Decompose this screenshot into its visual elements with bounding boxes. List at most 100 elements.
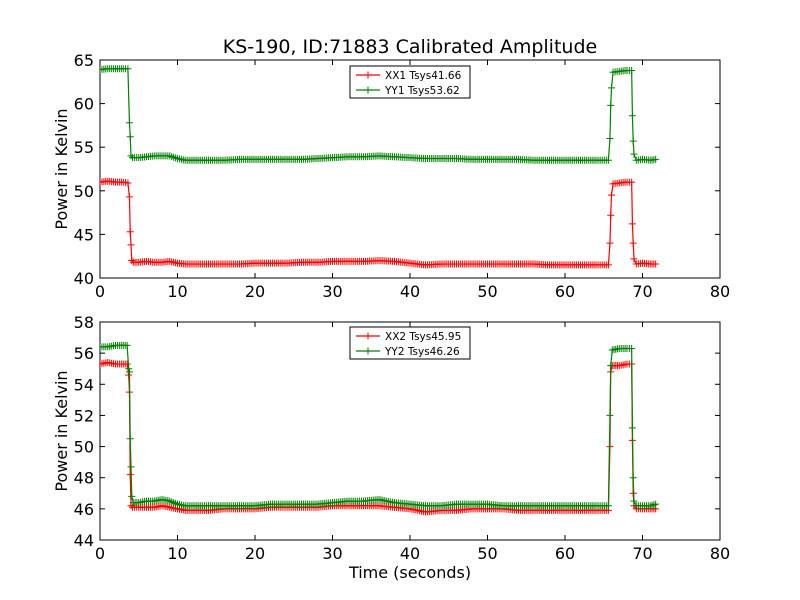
data-point (125, 371, 133, 379)
x-tick-label: 40 (400, 282, 420, 301)
legend-label: XX2 Tsys45.95 (385, 331, 461, 343)
legend: XX1 Tsys41.66 YY1 Tsys53.62 (349, 65, 471, 99)
y-tick-label: 65 (74, 51, 94, 70)
data-point (629, 239, 637, 247)
data-point (628, 220, 636, 228)
legend: XX2 Tsys45.95 YY2 Tsys46.26 (349, 326, 471, 360)
data-point (628, 178, 636, 186)
data-point (628, 112, 636, 120)
data-point (127, 241, 135, 249)
x-tick-label: 30 (322, 282, 342, 301)
legend-marker (364, 332, 372, 340)
top-panel: 0 10 20 30 40 50 60 70 80 40 45 50 55 60 65 Power in Ke… (52, 36, 730, 301)
y-tick-label: 55 (74, 138, 94, 157)
data-point (604, 502, 612, 510)
x-tick-label: 70 (632, 544, 652, 563)
data-point (604, 156, 612, 164)
data-point (125, 368, 133, 376)
data-point (646, 502, 654, 510)
series-yy (100, 341, 660, 510)
x-tick-label: 30 (322, 544, 342, 563)
data-point (630, 255, 638, 263)
series-markers (100, 341, 660, 510)
legend-marker (364, 347, 372, 355)
data-point (629, 474, 637, 482)
x-tick-label: 50 (477, 544, 497, 563)
data-point (650, 501, 658, 509)
x-tick-label: 20 (245, 282, 265, 301)
data-point (630, 497, 638, 505)
x-tick-label: 0 (95, 282, 105, 301)
legend-marker (364, 86, 372, 94)
legend-box (349, 326, 471, 360)
series-markers (100, 65, 660, 164)
series-yy (100, 65, 660, 164)
data-point (606, 134, 614, 142)
data-point (630, 150, 638, 158)
data-point (648, 501, 656, 509)
data-point (126, 133, 134, 141)
x-tick-label: 50 (477, 282, 497, 301)
x-tick-label: 80 (710, 544, 730, 563)
x-axis-label: Time (seconds) (348, 563, 471, 582)
data-point (628, 344, 636, 352)
series-xx (100, 177, 660, 269)
data-point (125, 365, 133, 373)
y-tick-label: 54 (74, 375, 94, 394)
data-point (606, 239, 614, 247)
data-point (628, 424, 636, 432)
data-point (123, 341, 131, 349)
x-tick-label: 0 (95, 544, 105, 563)
data-point (607, 211, 615, 219)
data-point (128, 257, 136, 265)
legend-label: YY2 Tsys46.26 (384, 346, 460, 358)
data-point (126, 228, 134, 236)
x-tick-label: 70 (632, 282, 652, 301)
data-point (127, 463, 135, 471)
chart-title: KS-190, ID:71883 Calibrated Amplitude (223, 36, 597, 58)
y-tick-label: 52 (74, 406, 94, 425)
data-point (125, 119, 133, 127)
data-point (608, 191, 615, 199)
x-tick-label: 80 (710, 282, 730, 301)
x-tick-label: 10 (167, 282, 187, 301)
y-axis-label: Power in Kelvin (52, 108, 71, 229)
y-tick-label: 50 (74, 182, 94, 201)
data-point (126, 435, 134, 443)
y-tick-label: 56 (74, 344, 94, 363)
data-point (124, 179, 132, 187)
data-point (604, 261, 612, 269)
x-tick-label: 10 (167, 544, 187, 563)
x-tick-label: 40 (400, 544, 420, 563)
x-tick-label: 20 (245, 544, 265, 563)
data-point (125, 193, 133, 201)
data-point (128, 492, 136, 500)
y-tick-label: 60 (74, 95, 94, 114)
legend-label: XX1 Tsys41.66 (385, 70, 462, 82)
data-point (607, 101, 615, 109)
series-markers (100, 177, 660, 269)
y-tick-label: 44 (74, 531, 94, 550)
data-point (629, 137, 637, 145)
data-point (124, 65, 132, 73)
legend-marker (364, 71, 372, 79)
y-tick-label: 48 (74, 469, 94, 488)
data-point (126, 471, 134, 479)
y-tick-label: 46 (74, 500, 94, 519)
data-point (606, 411, 614, 419)
legend-box (349, 65, 471, 99)
data-point (127, 152, 135, 160)
data-point (652, 155, 660, 163)
data-point (607, 362, 615, 370)
x-tick-label: 60 (555, 282, 575, 301)
y-tick-label: 45 (74, 225, 94, 244)
data-point (608, 84, 615, 92)
y-axis-label: Power in Kelvin (52, 370, 71, 491)
y-tick-label: 58 (74, 313, 94, 332)
legend-label: YY1 Tsys53.62 (384, 85, 460, 97)
data-point (652, 500, 660, 508)
data-point (652, 260, 660, 268)
y-tick-label: 40 (74, 269, 94, 288)
y-tick-label: 50 (74, 438, 94, 457)
